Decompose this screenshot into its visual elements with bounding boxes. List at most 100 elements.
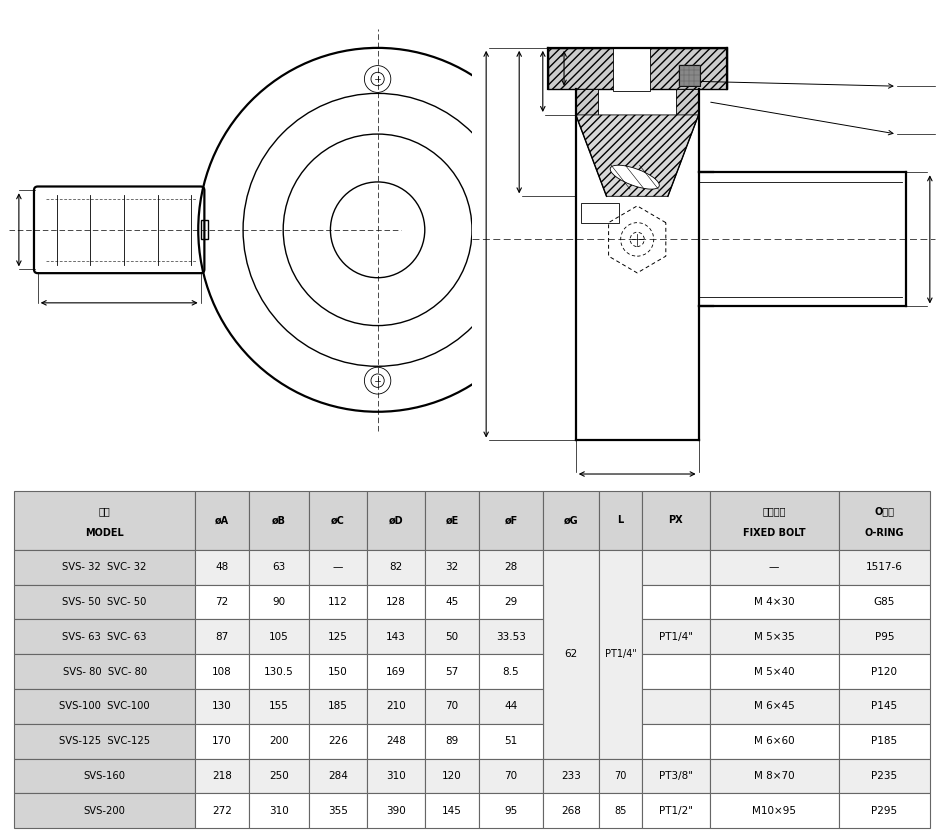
Bar — [425, 689, 479, 724]
Bar — [710, 793, 839, 828]
Text: P185: P185 — [871, 736, 898, 746]
Bar — [367, 585, 425, 619]
Text: øC: øC — [331, 515, 345, 525]
Bar — [598, 759, 642, 793]
Text: 70: 70 — [615, 771, 627, 781]
Bar — [425, 759, 479, 793]
Text: MODEL: MODEL — [85, 528, 124, 538]
Bar — [309, 491, 367, 549]
Text: 248: 248 — [386, 736, 406, 746]
Text: 32: 32 — [446, 562, 459, 572]
Text: SVS-125  SVC-125: SVS-125 SVC-125 — [59, 736, 150, 746]
Bar — [642, 724, 710, 759]
Bar — [309, 689, 367, 724]
Bar — [479, 724, 543, 759]
Bar — [425, 491, 479, 549]
Text: SVS- 63  SVC- 63: SVS- 63 SVC- 63 — [62, 632, 147, 642]
Bar — [249, 619, 309, 654]
Text: 218: 218 — [212, 771, 232, 781]
Bar — [839, 585, 930, 619]
Bar — [309, 793, 367, 828]
Text: øF: øF — [504, 515, 517, 525]
Bar — [201, 220, 208, 239]
Bar — [710, 759, 839, 793]
Text: 150: 150 — [329, 666, 347, 676]
Text: 72: 72 — [215, 597, 228, 607]
Text: SVS- 80  SVC- 80: SVS- 80 SVC- 80 — [62, 666, 146, 676]
Text: FIXED BOLT: FIXED BOLT — [743, 528, 805, 538]
Bar — [710, 689, 839, 724]
Text: 226: 226 — [329, 736, 348, 746]
Bar — [642, 491, 710, 549]
Text: 63: 63 — [273, 562, 286, 572]
Bar — [839, 724, 930, 759]
Text: O-RING: O-RING — [865, 528, 904, 538]
Text: 44: 44 — [504, 701, 517, 711]
Text: 90: 90 — [273, 597, 285, 607]
Bar — [195, 619, 249, 654]
Text: 310: 310 — [269, 806, 289, 816]
Text: 310: 310 — [386, 771, 406, 781]
Bar — [367, 724, 425, 759]
Bar — [195, 793, 249, 828]
Bar — [309, 549, 367, 585]
Bar — [479, 585, 543, 619]
Text: SVS- 32  SVC- 32: SVS- 32 SVC- 32 — [62, 562, 147, 572]
Bar — [195, 654, 249, 689]
Bar — [642, 585, 710, 619]
Text: 57: 57 — [446, 666, 459, 676]
Bar — [195, 549, 249, 585]
Text: 82: 82 — [389, 562, 402, 572]
Bar — [839, 689, 930, 724]
Bar — [367, 793, 425, 828]
Text: 28: 28 — [504, 562, 517, 572]
Text: 95: 95 — [504, 806, 517, 816]
Text: SVS- 50  SVC- 50: SVS- 50 SVC- 50 — [62, 597, 147, 607]
Text: 390: 390 — [386, 806, 406, 816]
Bar — [367, 689, 425, 724]
Text: øD: øD — [389, 515, 403, 525]
Bar — [367, 549, 425, 585]
Text: 33.53: 33.53 — [496, 632, 526, 642]
Text: 355: 355 — [329, 806, 348, 816]
Text: 50: 50 — [446, 632, 459, 642]
Text: PT3/8": PT3/8" — [659, 771, 693, 781]
Bar — [642, 689, 710, 724]
Text: P295: P295 — [871, 806, 898, 816]
Bar — [367, 759, 425, 793]
Text: SVS-100  SVC-100: SVS-100 SVC-100 — [59, 701, 150, 711]
Text: M 6×60: M 6×60 — [754, 736, 795, 746]
Bar — [710, 724, 839, 759]
Bar — [548, 48, 727, 88]
Text: G85: G85 — [874, 597, 895, 607]
Polygon shape — [576, 115, 699, 197]
Text: 284: 284 — [329, 771, 348, 781]
Bar — [14, 724, 195, 759]
Text: P235: P235 — [871, 771, 898, 781]
Text: 145: 145 — [442, 806, 462, 816]
Bar — [839, 793, 930, 828]
Text: PX: PX — [668, 515, 683, 525]
Text: SVS-200: SVS-200 — [84, 806, 126, 816]
Text: øE: øE — [446, 515, 459, 525]
Text: 112: 112 — [329, 597, 348, 607]
Text: 62: 62 — [565, 649, 578, 659]
Bar — [14, 585, 195, 619]
Text: 105: 105 — [269, 632, 289, 642]
Bar — [367, 491, 425, 549]
Text: —: — — [769, 562, 780, 572]
Bar — [14, 654, 195, 689]
Bar — [642, 654, 710, 689]
Bar — [642, 549, 710, 585]
Bar — [839, 549, 930, 585]
Bar — [710, 585, 839, 619]
Bar — [14, 549, 195, 585]
Text: SVS-160: SVS-160 — [84, 771, 126, 781]
Text: 8.5: 8.5 — [502, 666, 519, 676]
Bar — [309, 654, 367, 689]
Bar — [195, 759, 249, 793]
Text: 型式: 型式 — [99, 507, 110, 517]
Text: 250: 250 — [269, 771, 289, 781]
Bar — [710, 491, 839, 549]
Bar — [14, 491, 195, 549]
